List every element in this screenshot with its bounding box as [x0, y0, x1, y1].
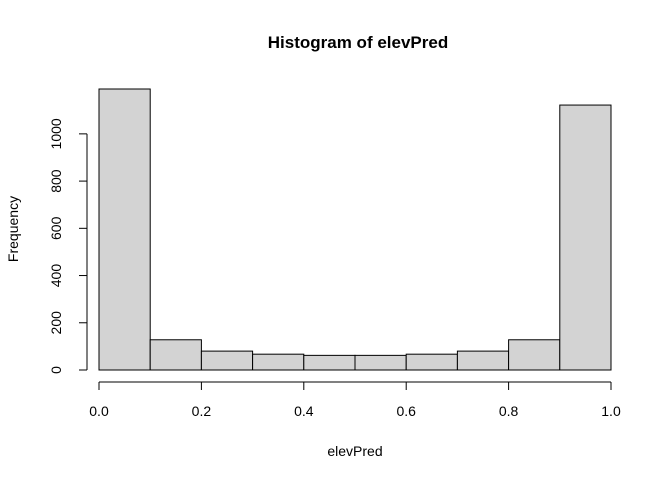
y-tick-label: 200	[48, 311, 64, 335]
histogram-bar	[354, 354, 407, 371]
histogram-bar	[508, 339, 561, 371]
y-tick-label: 0	[48, 366, 64, 374]
bars-group	[98, 88, 612, 371]
y-tick-label: 1000	[48, 118, 64, 149]
x-axis-label: elevPred	[327, 443, 382, 459]
histogram-bar	[303, 354, 356, 371]
histogram-bar	[149, 339, 202, 371]
x-tick-label: 0.8	[499, 403, 519, 419]
histogram-bar	[559, 104, 612, 371]
y-tick-label: 800	[48, 169, 64, 193]
x-tick-label: 1.0	[601, 403, 621, 419]
x-tick-label: 0.0	[89, 403, 109, 419]
histogram-bar	[252, 353, 305, 371]
y-axis-label: Frequency	[5, 196, 21, 262]
histogram-bar	[200, 350, 254, 371]
histogram-bar	[405, 353, 458, 371]
y-tick-label: 400	[48, 264, 64, 288]
x-tick-label: 0.4	[294, 403, 314, 419]
x-tick-label: 0.2	[192, 403, 212, 419]
histogram-bar	[456, 350, 510, 371]
histogram-bar	[98, 88, 151, 371]
y-axis: 0 200 400 600 800 1000	[48, 118, 88, 374]
x-tick-label: 0.6	[396, 403, 416, 419]
chart-title: Histogram of elevPred	[268, 33, 448, 52]
y-tick-label: 600	[48, 216, 64, 240]
x-axis: 0.0 0.2 0.4 0.6 0.8 1.0	[89, 381, 621, 419]
